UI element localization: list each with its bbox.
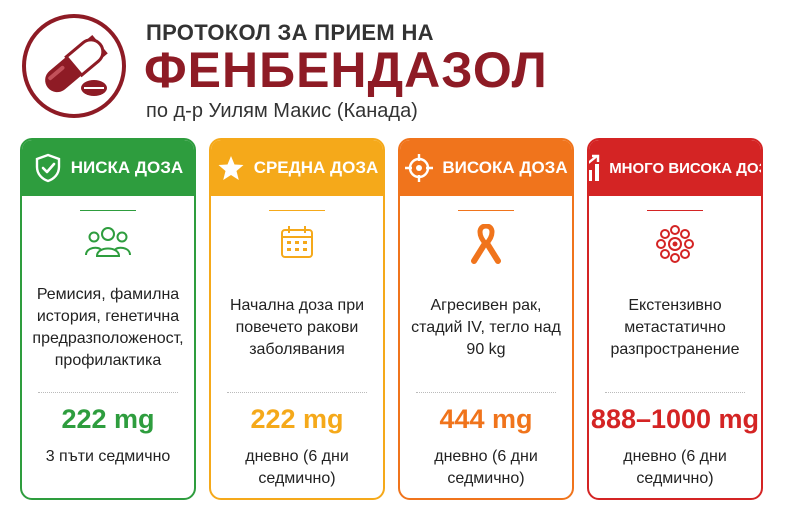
- divider: [269, 210, 325, 211]
- awareness-ribbon-icon: [400, 224, 572, 264]
- target-icon: [404, 153, 434, 183]
- star-icon: [216, 153, 246, 183]
- card-label: МНОГО ВИСОКА ДОЗА: [609, 159, 763, 177]
- cell-cluster-icon: [589, 224, 761, 264]
- subtitle: по д-р Уилям Макис (Канада): [146, 100, 418, 122]
- card-description: Начална доза при повечето ракови заболяв…: [229, 297, 365, 358]
- dose-card-very-high: МНОГО ВИСОКА ДОЗА Екстензивно метастатич…: [587, 138, 763, 500]
- dose-frequency: дневно (6 дни седмично): [434, 448, 538, 487]
- card-header: МНОГО ВИСОКА ДОЗА: [589, 140, 761, 196]
- dose-value: 222 mg: [250, 404, 344, 434]
- card-header: НИСКА ДОЗА: [22, 140, 194, 196]
- dose-card-high: ВИСОКА ДОЗА Агресивен рак, стадий IV, те…: [398, 138, 574, 500]
- card-description: Екстензивно метастатично разпространение: [610, 297, 740, 358]
- dose-card-medium: СРЕДНА ДОЗА Начална доза при повечето ра…: [209, 138, 385, 500]
- shield-check-icon: [33, 153, 63, 183]
- dose-frequency: дневно (6 дни седмично): [623, 448, 727, 487]
- pill-capsule-icon: [22, 14, 126, 118]
- dotted-divider: [227, 392, 367, 393]
- page-title: ФЕНБЕНДАЗОЛ: [144, 42, 548, 98]
- dose-value: 888–1000 mg: [590, 404, 760, 434]
- divider: [458, 210, 514, 211]
- card-label: ВИСОКА ДОЗА: [442, 158, 568, 177]
- title-top: ПРОТОКОЛ ЗА ПРИЕМ НА: [146, 20, 434, 45]
- dotted-divider: [38, 392, 178, 393]
- card-description: Ремисия, фамилна история, генетична пред…: [32, 286, 184, 369]
- dose-value: 222 mg: [61, 404, 155, 434]
- card-header: СРЕДНА ДОЗА: [211, 140, 383, 196]
- card-label: НИСКА ДОЗА: [70, 158, 184, 177]
- dotted-divider: [605, 392, 745, 393]
- dose-frequency: дневно (6 дни седмично): [245, 448, 349, 487]
- card-header: ВИСОКА ДОЗА: [400, 140, 572, 196]
- dotted-divider: [416, 392, 556, 393]
- divider: [80, 210, 136, 211]
- divider: [647, 210, 703, 211]
- dose-card-low: НИСКА ДОЗА Ремисия, фамилна история, ген…: [20, 138, 196, 500]
- dose-frequency: 3 пъти седмично: [45, 448, 171, 465]
- people-group-icon: [22, 224, 194, 260]
- card-label: СРЕДНА ДОЗА: [253, 158, 379, 177]
- dose-value: 444 mg: [439, 404, 533, 434]
- card-description: Агресивен рак, стадий IV, тегло над 90 k…: [411, 297, 561, 358]
- header: ПРОТОКОЛ ЗА ПРИЕМ НА ФЕНБЕНДАЗОЛ по д-р …: [0, 0, 800, 135]
- calendar-icon: [211, 224, 383, 260]
- rising-chart-icon: [589, 153, 601, 183]
